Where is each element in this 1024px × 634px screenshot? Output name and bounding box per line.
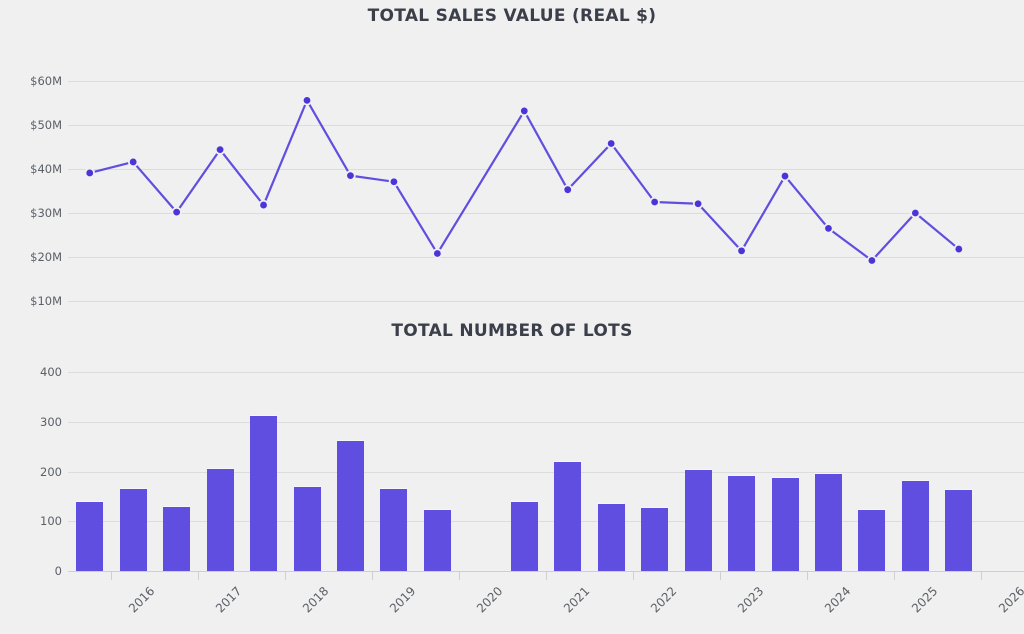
lots-x-tick-mark: [111, 571, 113, 580]
lots-bar[interactable]: [814, 472, 842, 571]
lots-bar[interactable]: [336, 440, 364, 571]
sales-data-point[interactable]: [607, 140, 615, 147]
sales-data-point[interactable]: [86, 169, 94, 177]
lots-y-tick-label: 300: [40, 414, 62, 429]
lots-x-axis-label: 2021: [560, 584, 593, 616]
lots-x-tick-mark: [632, 571, 634, 580]
lots-x-axis-label: 2017: [213, 584, 245, 616]
lots-plot-area: [68, 360, 1024, 571]
lots-bar[interactable]: [423, 508, 451, 571]
lots-y-tick-label: 100: [40, 514, 62, 529]
lots-x-tick-mark: [459, 571, 461, 580]
sales-gridline: [68, 213, 1024, 214]
sales-gridline: [68, 169, 1024, 170]
lots-x-axis-label: 2026: [995, 584, 1024, 616]
lots-x-axis-label: 2025: [908, 584, 941, 616]
lots-bar[interactable]: [858, 508, 886, 571]
sales-line-chart: $60M $50M $40M $30M $20M $10M: [0, 60, 1024, 310]
lots-bar[interactable]: [684, 469, 712, 571]
sales-y-tick-label: $60M: [30, 74, 62, 88]
sales-data-point[interactable]: [347, 172, 354, 179]
lots-chart-title: TOTAL NUMBER OF LOTS: [391, 321, 633, 341]
lots-bar[interactable]: [76, 500, 104, 571]
lots-x-axis-label: 2022: [647, 584, 680, 616]
sales-data-point[interactable]: [390, 178, 398, 186]
lots-gridline: [68, 471, 1024, 473]
sales-y-tick-label: $40M: [30, 162, 62, 176]
lots-x-axis-label: 2016: [126, 584, 158, 616]
lots-x-axis-label: 2019: [387, 584, 419, 616]
sales-y-tick-label: $30M: [30, 206, 62, 220]
lots-y-tick-label: 200: [40, 464, 62, 479]
sales-data-point[interactable]: [564, 186, 572, 194]
sales-plot-area: [68, 60, 1024, 310]
sales-data-point[interactable]: [260, 201, 267, 209]
lots-bar[interactable]: [554, 461, 582, 571]
lots-x-tick-mark: [719, 571, 721, 580]
sales-data-point[interactable]: [738, 247, 745, 255]
lots-x-tick-mark: [546, 571, 547, 580]
lots-bar[interactable]: [901, 479, 929, 571]
lots-bar[interactable]: [250, 415, 278, 571]
lots-y-tick-label: 400: [40, 365, 62, 379]
lots-x-tick-mark: [980, 571, 982, 580]
sales-data-point[interactable]: [911, 209, 919, 217]
sales-y-tick-label: $20M: [30, 250, 62, 264]
lots-bar[interactable]: [293, 486, 321, 571]
lots-bar-chart: 400 300 200 100 0 2016 2017 2018 2019 2020 2021 20…: [0, 360, 1024, 634]
lots-x-axis-label: 2023: [734, 584, 767, 616]
lots-y-tick-label: 0: [54, 564, 62, 578]
sales-data-point[interactable]: [433, 250, 441, 257]
lots-x-tick-mark: [806, 571, 808, 580]
sales-data-point[interactable]: [781, 172, 789, 180]
lots-bar[interactable]: [641, 507, 669, 571]
lots-bar[interactable]: [945, 488, 973, 571]
lots-bar[interactable]: [119, 487, 147, 571]
lots-bar[interactable]: [771, 477, 799, 571]
lots-x-tick-mark: [893, 571, 895, 580]
sales-line-path: [88, 99, 960, 262]
sales-data-point[interactable]: [868, 257, 876, 264]
sales-data-point[interactable]: [651, 198, 659, 206]
sales-y-tick-label: $10M: [30, 294, 62, 308]
lots-x-tick-mark: [372, 571, 374, 580]
lots-gridline: [68, 521, 1024, 523]
lots-bar[interactable]: [510, 500, 538, 571]
sales-gridline: [68, 257, 1024, 258]
lots-gridline: [68, 372, 1024, 373]
sales-data-point[interactable]: [694, 200, 702, 208]
lots-x-tick-mark: [285, 571, 287, 580]
sales-data-point[interactable]: [216, 146, 224, 154]
lots-x-axis-label: 2020: [474, 584, 506, 616]
lots-bar[interactable]: [380, 487, 408, 571]
lots-bar[interactable]: [206, 467, 234, 571]
sales-data-point[interactable]: [955, 245, 963, 253]
sales-data-point[interactable]: [173, 208, 181, 216]
lots-x-axis-label: 2024: [821, 584, 854, 616]
sales-gridline: [68, 81, 1024, 82]
sales-data-point[interactable]: [825, 225, 832, 232]
sales-y-tick-label: $50M: [30, 118, 62, 132]
lots-x-axis-label: 2018: [300, 584, 332, 616]
sales-data-point[interactable]: [129, 158, 137, 166]
lots-x-tick-mark: [198, 571, 200, 580]
sales-data-point[interactable]: [303, 96, 311, 104]
sales-gridline: [68, 301, 1024, 302]
lots-bar[interactable]: [163, 505, 191, 571]
sales-line-series: [84, 95, 965, 266]
sales-chart-title: TOTAL SALES VALUE (REAL $): [367, 6, 657, 26]
sales-gridline: [68, 125, 1024, 126]
lots-bar[interactable]: [728, 474, 756, 571]
lots-bar[interactable]: [597, 502, 625, 571]
lots-gridline: [68, 421, 1024, 423]
sales-data-point[interactable]: [520, 107, 528, 115]
